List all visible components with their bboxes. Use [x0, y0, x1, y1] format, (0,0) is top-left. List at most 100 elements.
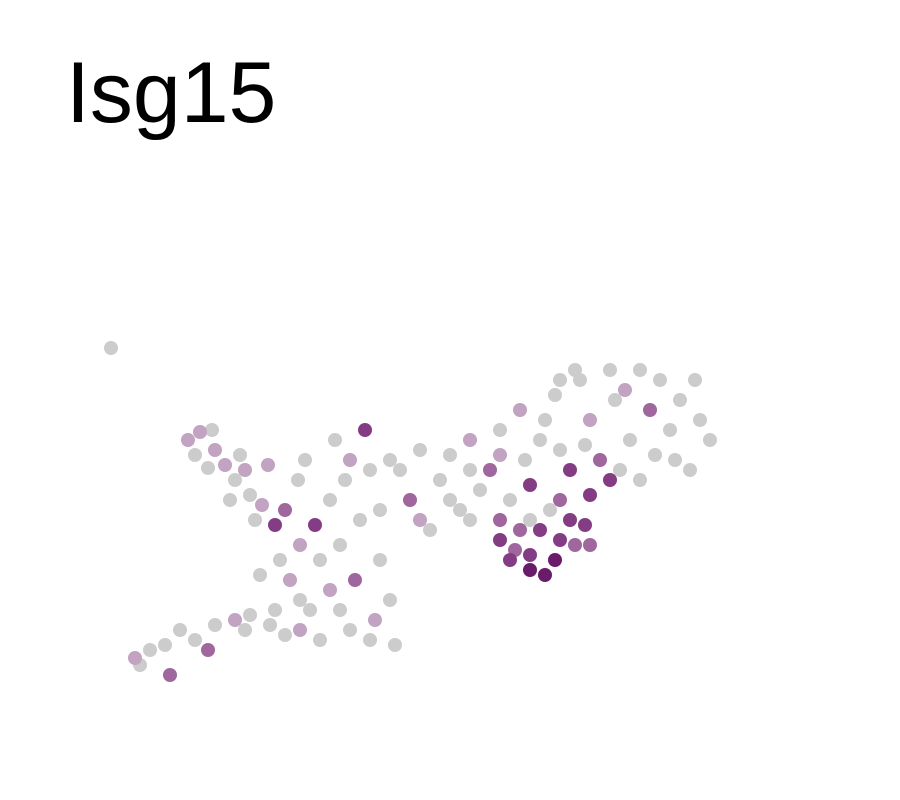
point: [383, 593, 397, 607]
point: [443, 493, 457, 507]
point: [533, 433, 547, 447]
point: [493, 513, 507, 527]
point: [578, 438, 592, 452]
point: [673, 393, 687, 407]
point: [513, 403, 527, 417]
point: [223, 493, 237, 507]
point: [663, 423, 677, 437]
point: [293, 623, 307, 637]
point: [538, 413, 552, 427]
point: [368, 613, 382, 627]
point: [308, 518, 322, 532]
point: [523, 478, 537, 492]
point: [603, 473, 617, 487]
point: [263, 618, 277, 632]
point: [248, 513, 262, 527]
point: [373, 503, 387, 517]
point: [328, 433, 342, 447]
point: [343, 453, 357, 467]
point: [523, 548, 537, 562]
point: [313, 633, 327, 647]
point: [473, 483, 487, 497]
point: [463, 513, 477, 527]
point: [218, 458, 232, 472]
point: [413, 513, 427, 527]
point: [128, 651, 142, 665]
point: [668, 453, 682, 467]
point: [643, 403, 657, 417]
point-layer: [104, 341, 717, 682]
point: [163, 668, 177, 682]
point: [553, 533, 567, 547]
point: [238, 623, 252, 637]
point: [303, 603, 317, 617]
point: [383, 453, 397, 467]
point: [201, 461, 215, 475]
point: [603, 363, 617, 377]
point: [393, 463, 407, 477]
point: [593, 453, 607, 467]
point: [353, 513, 367, 527]
point: [388, 638, 402, 652]
point: [568, 538, 582, 552]
point: [205, 423, 219, 437]
point: [623, 433, 637, 447]
point: [188, 448, 202, 462]
point: [503, 493, 517, 507]
point: [518, 453, 532, 467]
point: [493, 533, 507, 547]
point: [648, 448, 662, 462]
point: [553, 443, 567, 457]
point: [403, 493, 417, 507]
point: [363, 463, 377, 477]
point: [293, 593, 307, 607]
point: [363, 633, 377, 647]
point: [618, 383, 632, 397]
point: [553, 373, 567, 387]
point: [228, 473, 242, 487]
point: [633, 363, 647, 377]
point: [683, 463, 697, 477]
point: [483, 463, 497, 477]
point: [268, 518, 282, 532]
point: [298, 453, 312, 467]
point: [538, 568, 552, 582]
point: [583, 538, 597, 552]
chart-title: Isg15: [66, 45, 276, 141]
point: [278, 503, 292, 517]
point: [243, 608, 257, 622]
point: [548, 388, 562, 402]
point: [323, 493, 337, 507]
point: [583, 488, 597, 502]
point: [253, 568, 267, 582]
point: [181, 433, 195, 447]
point: [608, 393, 622, 407]
point: [338, 473, 352, 487]
point: [193, 425, 207, 439]
point: [513, 523, 527, 537]
point: [343, 623, 357, 637]
point: [143, 643, 157, 657]
point: [453, 503, 467, 517]
point: [255, 498, 269, 512]
point: [613, 463, 627, 477]
point: [208, 443, 222, 457]
point: [268, 603, 282, 617]
point: [291, 473, 305, 487]
point: [463, 463, 477, 477]
point: [523, 513, 537, 527]
point: [553, 493, 567, 507]
point: [333, 603, 347, 617]
point: [261, 458, 275, 472]
point: [348, 573, 362, 587]
point: [423, 523, 437, 537]
point: [188, 633, 202, 647]
point: [583, 413, 597, 427]
point: [568, 363, 582, 377]
point: [313, 553, 327, 567]
point: [503, 553, 517, 567]
point: [563, 513, 577, 527]
point: [563, 463, 577, 477]
point: [633, 473, 647, 487]
